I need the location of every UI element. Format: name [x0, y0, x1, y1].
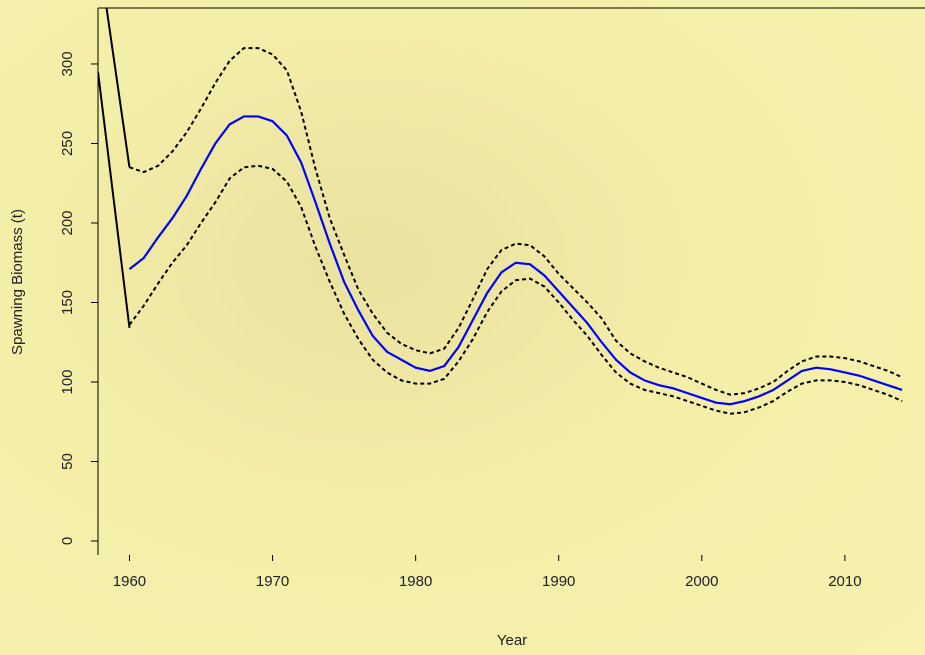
y-axis-title: Spawning Biomass (t)	[9, 209, 26, 355]
y-tick-label: 250	[59, 131, 76, 156]
x-tick-label: 1980	[399, 573, 432, 590]
series-line	[129, 47, 903, 396]
plot-area	[98, 8, 903, 415]
x-tick-label: 1970	[256, 573, 289, 590]
y-tick-label: 0	[59, 537, 76, 545]
x-axis-title: Year	[497, 632, 527, 649]
series-line	[128, 164, 903, 415]
x-tick-label: 1960	[113, 573, 146, 590]
y-tick-label: 100	[59, 369, 76, 394]
y-tick-label: 300	[59, 51, 76, 76]
x-tick-label: 2010	[828, 573, 861, 590]
y-tick-label: 50	[59, 453, 76, 470]
x-tick-label: 2000	[685, 573, 718, 590]
series-line	[98, 71, 131, 329]
x-tick-label: 1990	[542, 573, 575, 590]
series-line	[128, 115, 903, 406]
y-tick-label: 200	[59, 210, 76, 235]
y-tick-label: 150	[59, 290, 76, 315]
series-line	[105, 8, 131, 168]
